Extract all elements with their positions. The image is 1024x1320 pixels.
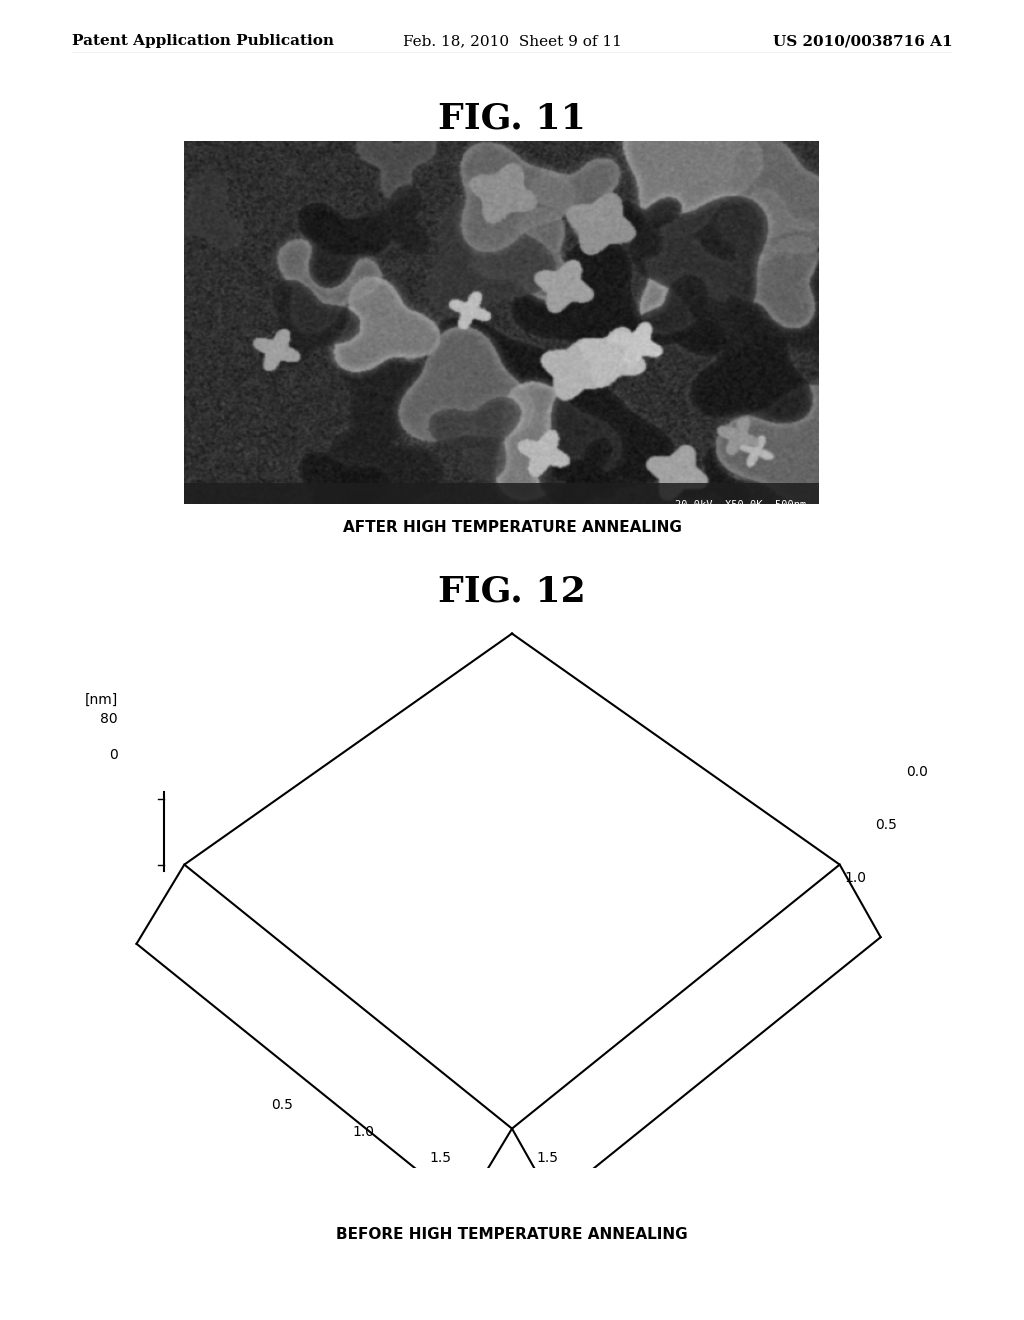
Text: 0: 0: [109, 748, 118, 762]
Text: 0.0: 0.0: [906, 766, 928, 779]
Text: 1.5: 1.5: [429, 1151, 452, 1166]
Text: BEFORE HIGH TEMPERATURE ANNEALING: BEFORE HIGH TEMPERATURE ANNEALING: [336, 1226, 688, 1242]
Text: 0.5: 0.5: [270, 1098, 293, 1113]
Text: Patent Application Publication: Patent Application Publication: [72, 34, 334, 49]
Text: 20.0kV  X50.0K  500nm: 20.0kV X50.0K 500nm: [675, 500, 807, 510]
Text: 1.5: 1.5: [537, 1151, 559, 1166]
Text: US 2010/0038716 A1: US 2010/0038716 A1: [773, 34, 952, 49]
Text: FIG. 12: FIG. 12: [438, 574, 586, 609]
Text: 80: 80: [100, 713, 118, 726]
Text: 1.0: 1.0: [845, 871, 866, 884]
Text: 0.5: 0.5: [876, 818, 897, 832]
Text: [nm]: [nm]: [85, 693, 118, 706]
Text: Feb. 18, 2010  Sheet 9 of 11: Feb. 18, 2010 Sheet 9 of 11: [402, 34, 622, 49]
Text: 1.0: 1.0: [352, 1125, 375, 1139]
Text: FIG. 11: FIG. 11: [438, 102, 586, 136]
Text: AFTER HIGH TEMPERATURE ANNEALING: AFTER HIGH TEMPERATURE ANNEALING: [343, 520, 681, 536]
